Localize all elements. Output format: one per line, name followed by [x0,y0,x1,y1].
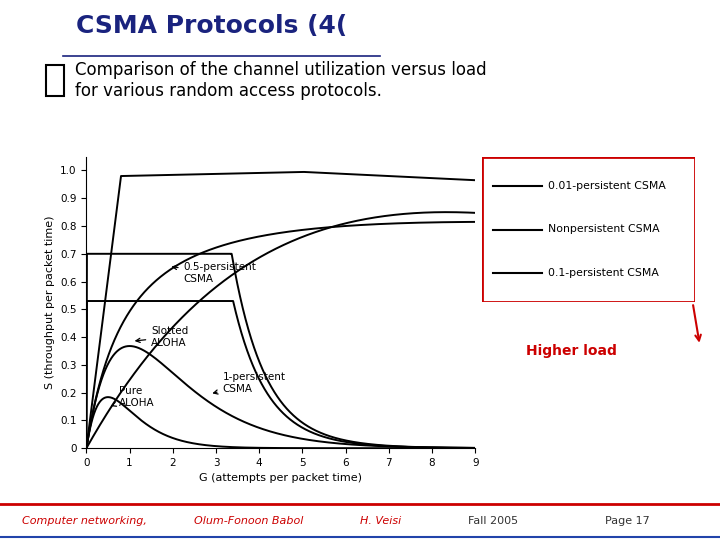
Text: H. Veisi: H. Veisi [360,516,401,525]
Text: Nonpersistent CSMA: Nonpersistent CSMA [548,225,660,234]
Text: Olum-Fonoon Babol: Olum-Fonoon Babol [194,516,304,525]
Text: Higher load: Higher load [526,344,616,358]
Y-axis label: S (throughput per packet time): S (throughput per packet time) [45,215,55,389]
Text: Fall 2005: Fall 2005 [468,516,518,525]
Text: 0.1-persistent CSMA: 0.1-persistent CSMA [548,268,659,278]
Text: Slotted
ALOHA: Slotted ALOHA [136,326,189,348]
Text: 1-persistent
CSMA: 1-persistent CSMA [214,372,285,394]
Bar [46,65,64,96]
Text: CSMA Protocols (4(: CSMA Protocols (4( [76,14,347,38]
Text: Pure
ALOHA: Pure ALOHA [112,386,154,408]
Text: Comparison of the channel utilization versus load
for various random access prot: Comparison of the channel utilization ve… [75,61,487,100]
Text: Computer networking,: Computer networking, [22,516,146,525]
Text: 0.01-persistent CSMA: 0.01-persistent CSMA [548,181,666,191]
X-axis label: G (attempts per packet time): G (attempts per packet time) [199,474,362,483]
Text: Page 17: Page 17 [605,516,649,525]
Text: 0.5-persistent
CSMA: 0.5-persistent CSMA [173,262,256,284]
